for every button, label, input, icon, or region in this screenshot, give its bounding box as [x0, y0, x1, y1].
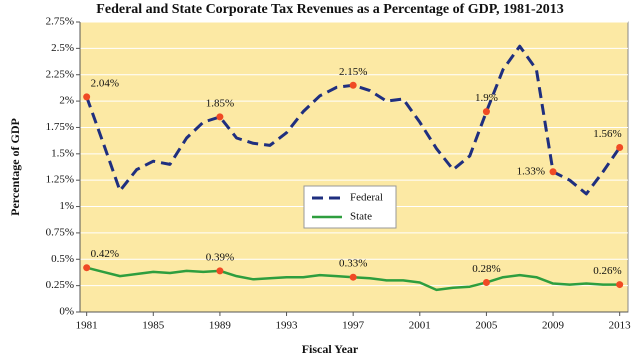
- data-point: [616, 281, 624, 289]
- data-label: 0.26%: [593, 265, 621, 277]
- y-tick-label: 2.75%: [46, 16, 74, 28]
- y-tick-label: 2%: [59, 95, 74, 107]
- legend-label: Federal: [350, 192, 383, 204]
- y-tick-label: 0%: [59, 306, 74, 318]
- y-tick-label: 2.25%: [46, 68, 74, 80]
- x-tick-label: 1993: [276, 320, 299, 332]
- y-tick-label: 1%: [59, 200, 74, 212]
- y-tick-label: 1.75%: [46, 121, 74, 133]
- x-tick-label: 1985: [142, 320, 165, 332]
- data-point: [216, 267, 224, 275]
- x-tick-label: 2013: [609, 320, 632, 332]
- y-tick-label: 0.5%: [51, 253, 74, 265]
- data-label: 1.33%: [517, 165, 545, 177]
- data-label: 2.15%: [339, 66, 367, 78]
- data-label: 0.42%: [91, 248, 119, 260]
- x-tick-label: 2001: [409, 320, 431, 332]
- y-tick-label: 1.25%: [46, 174, 74, 186]
- data-label: 1.85%: [206, 97, 234, 109]
- plot-background: [79, 21, 629, 313]
- x-tick-label: 1989: [209, 320, 232, 332]
- data-label: 0.33%: [339, 258, 367, 270]
- x-tick-label: 1981: [76, 320, 98, 332]
- y-tick-label: 1.5%: [51, 147, 74, 159]
- chart-title: Federal and State Corporate Tax Revenues…: [96, 2, 563, 17]
- y-tick-label: 0.75%: [46, 226, 74, 238]
- legend-box: [303, 185, 397, 229]
- x-tick-label: 2005: [475, 320, 498, 332]
- x-tick-label: 2009: [542, 320, 565, 332]
- data-point: [83, 93, 91, 101]
- data-point: [549, 168, 557, 176]
- data-point: [616, 143, 624, 151]
- data-point: [83, 264, 91, 272]
- data-point: [349, 81, 357, 89]
- data-label: 1.9%: [475, 92, 498, 104]
- y-axis-title: Percentage of GDP: [8, 118, 22, 216]
- data-point: [482, 108, 490, 116]
- x-tick-label: 1997: [342, 320, 365, 332]
- data-label: 0.39%: [206, 251, 234, 263]
- data-point: [349, 273, 357, 281]
- y-tick-label: 0.25%: [46, 279, 74, 291]
- data-point: [216, 113, 224, 121]
- x-axis-title: Fiscal Year: [302, 342, 359, 356]
- legend-label: State: [350, 211, 372, 223]
- data-label: 2.04%: [91, 77, 119, 89]
- data-label: 1.56%: [593, 128, 621, 140]
- data-label: 0.28%: [472, 263, 500, 275]
- y-tick-label: 2.5%: [51, 42, 74, 54]
- data-point: [482, 278, 490, 286]
